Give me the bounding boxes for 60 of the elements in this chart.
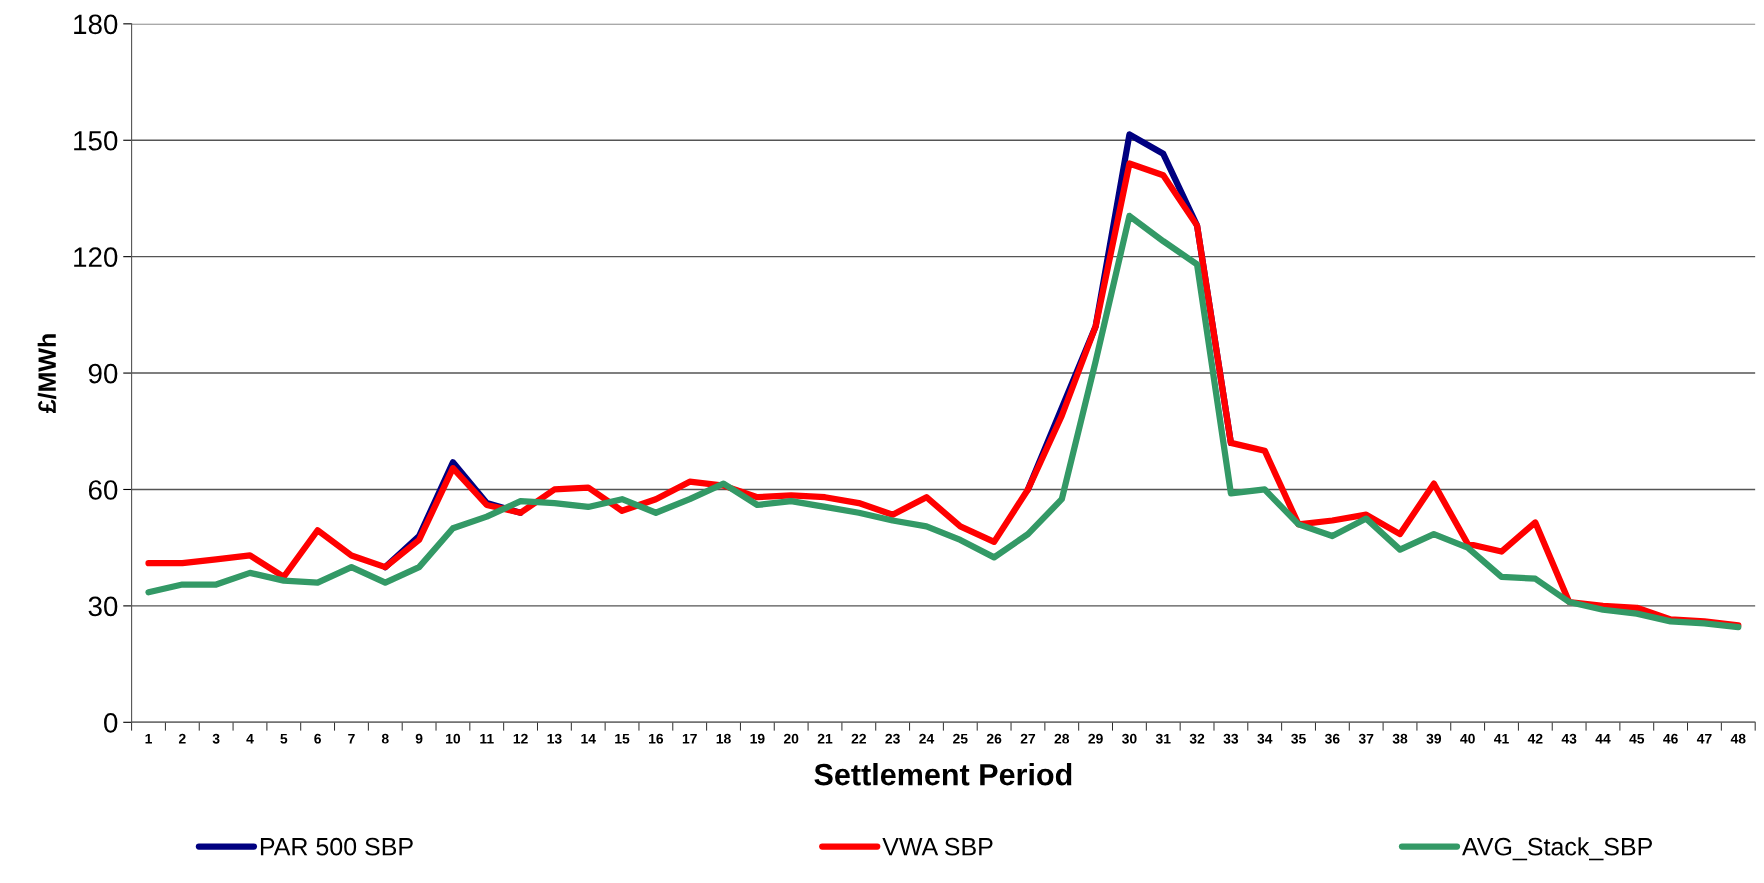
x-tick-label: 39	[1426, 733, 1442, 744]
x-tick-label: 32	[1189, 733, 1205, 744]
x-tick-label: 44	[1595, 733, 1611, 744]
x-tick-label: 45	[1629, 733, 1645, 744]
x-tick-label: 20	[783, 733, 799, 744]
x-tick-label: 21	[817, 733, 833, 744]
x-tick-label: 30	[1122, 733, 1137, 744]
x-tick-label: 28	[1054, 733, 1070, 744]
x-tick-label: 8	[381, 733, 389, 744]
x-axis-title: Settlement Period	[814, 763, 1072, 786]
x-tick-label: 26	[986, 733, 1002, 744]
x-tick-label: 47	[1696, 733, 1712, 744]
x-tick-label: 41	[1493, 733, 1509, 744]
x-tick-label: 2	[178, 733, 186, 744]
x-tick-label: 42	[1527, 733, 1543, 744]
x-tick-label: 25	[953, 733, 968, 744]
y-tick-label: 120	[74, 247, 118, 267]
x-tick-label: 31	[1155, 733, 1171, 744]
y-axis-title: £/MWh	[37, 334, 57, 414]
x-tick-label: 29	[1088, 733, 1103, 744]
x-tick-label: 16	[649, 733, 664, 744]
legend-label: VWA SBP	[882, 837, 993, 856]
y-tick-label: 180	[74, 14, 118, 35]
x-tick-label: 36	[1324, 733, 1340, 744]
legend-label: AVG_Stack_SBP	[1462, 837, 1652, 861]
x-tick-label: 14	[581, 733, 596, 744]
x-tick-label: 11	[480, 733, 494, 744]
y-tick-label: 150	[74, 130, 118, 151]
x-tick-label: 46	[1663, 733, 1678, 744]
x-tick-label: 15	[615, 733, 630, 744]
x-tick-label: 10	[446, 733, 461, 744]
x-tick-label: 48	[1730, 733, 1746, 744]
x-tick-label: 27	[1020, 733, 1036, 744]
x-tick-label: 34	[1257, 733, 1273, 744]
x-tick-label: 43	[1561, 733, 1577, 744]
x-tick-label: 22	[851, 733, 866, 744]
y-tick-label: 60	[88, 480, 118, 500]
x-tick-label: 5	[280, 733, 288, 744]
x-tick-label: 24	[919, 733, 935, 744]
x-tick-label: 12	[513, 733, 528, 744]
x-tick-label: 40	[1460, 733, 1475, 744]
x-tick-label: 13	[547, 733, 562, 744]
x-tick-label: 7	[348, 733, 355, 744]
y-tick-label: 90	[88, 363, 118, 384]
x-tick-label: 3	[212, 733, 220, 744]
x-tick-label: 19	[750, 733, 765, 744]
x-tick-label: 9	[415, 733, 423, 744]
x-tick-label: 17	[682, 733, 697, 744]
y-tick-label: 0	[104, 712, 118, 733]
x-tick-label: 37	[1358, 733, 1374, 744]
x-tick-label: 38	[1392, 733, 1408, 744]
x-tick-label: 1	[145, 733, 152, 744]
x-tick-label: 35	[1291, 733, 1306, 744]
x-tick-label: 6	[314, 733, 321, 744]
x-tick-label: 4	[246, 733, 254, 744]
x-tick-label: 18	[716, 733, 731, 744]
x-tick-label: 33	[1223, 733, 1239, 744]
y-tick-label: 30	[88, 596, 118, 617]
legend-label: PAR 500 SBP	[260, 837, 413, 856]
x-tick-label: 23	[885, 733, 900, 744]
